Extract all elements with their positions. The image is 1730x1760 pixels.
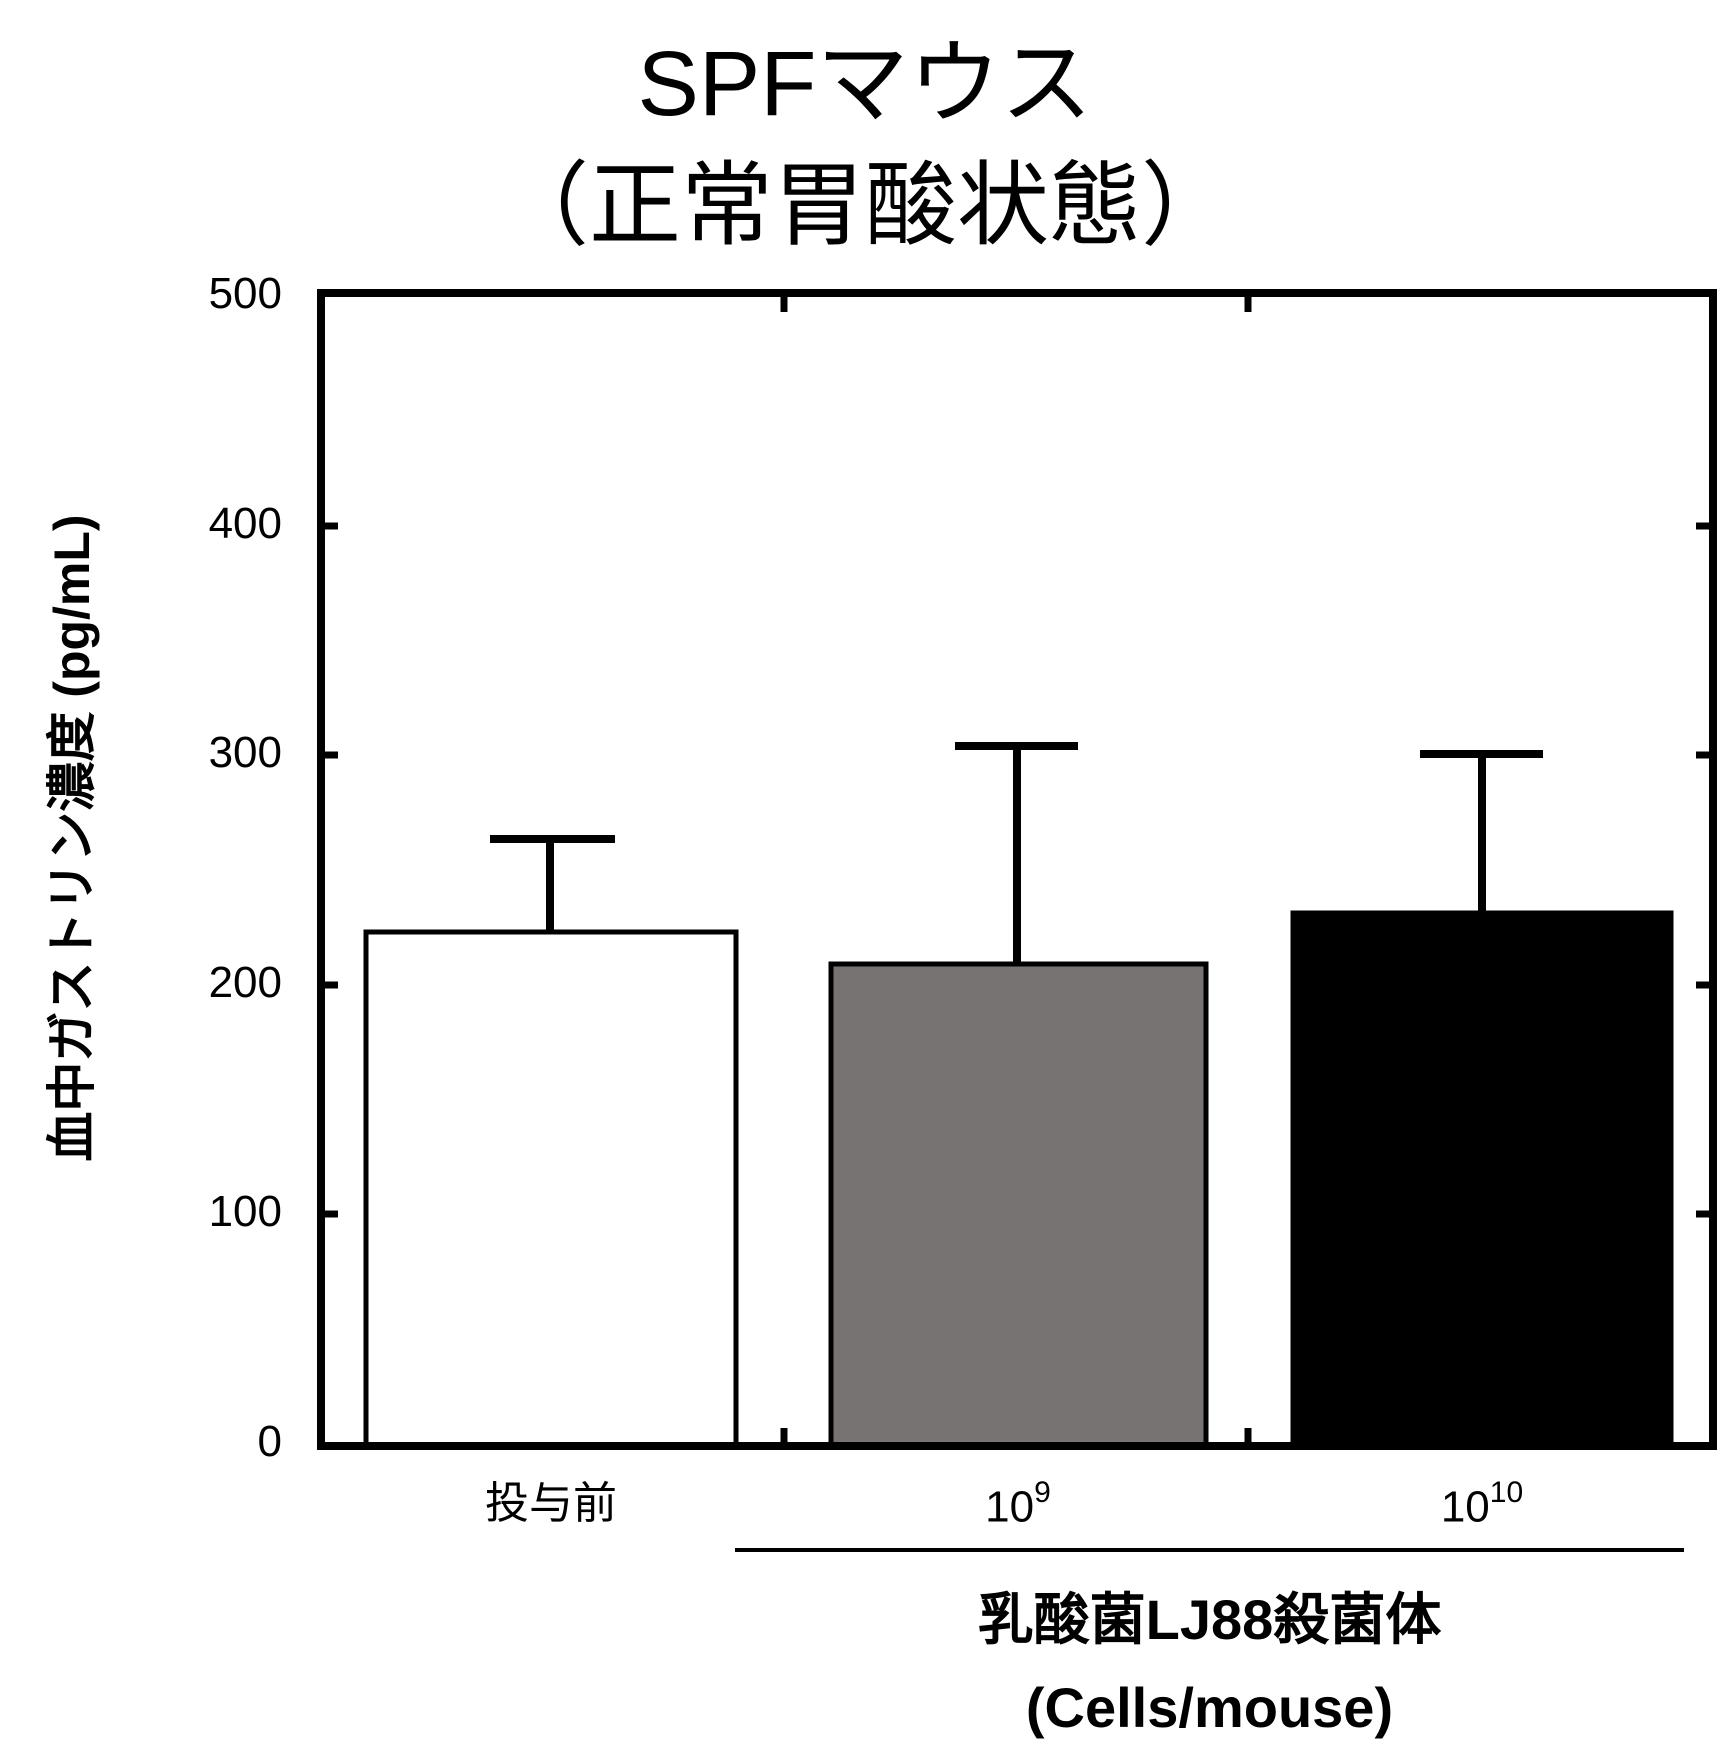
ytick-200: 200: [208, 958, 282, 1007]
ytick-0: 0: [257, 1417, 282, 1466]
ytick-300: 300: [208, 728, 282, 777]
xtick-1e9-base: 10: [985, 1482, 1035, 1532]
ytick-400: 400: [208, 499, 282, 548]
ytick-100: 100: [208, 1187, 282, 1236]
xtick-1e10-exp: 10: [1489, 1476, 1524, 1509]
xtick-1e10-base: 10: [1440, 1482, 1490, 1532]
xtick-pre: 投与前: [485, 1479, 617, 1528]
error-bar-pre: [490, 835, 615, 932]
y-ticks-left: [321, 522, 338, 1218]
ytick-500: 500: [208, 269, 282, 318]
xtick-1e9-exp: 9: [1034, 1476, 1051, 1509]
plot-frame: [317, 289, 1717, 1450]
y-ticks-right: [1696, 522, 1713, 1218]
chart-title: SPFマウス: [637, 33, 1093, 135]
error-bar-1e10: [1420, 750, 1543, 913]
bar-pre: [363, 929, 739, 1449]
x-ticks-top: [780, 293, 1252, 312]
x-group-label-line2: (Cells/mouse): [1025, 1676, 1394, 1739]
error-bar-1e9: [955, 742, 1078, 962]
x-ticks-bottom: [780, 1428, 1252, 1446]
x-group-label-line1: 乳酸菌LJ88殺菌体: [977, 1588, 1442, 1651]
chart-subtitle: （正常胃酸状態）: [496, 155, 1233, 257]
bar-1e10: [1290, 910, 1674, 1449]
xtick-1e10: 1010: [1382, 1478, 1582, 1532]
xtick-1e9: 109: [918, 1478, 1118, 1532]
bar-1e9: [828, 961, 1209, 1449]
